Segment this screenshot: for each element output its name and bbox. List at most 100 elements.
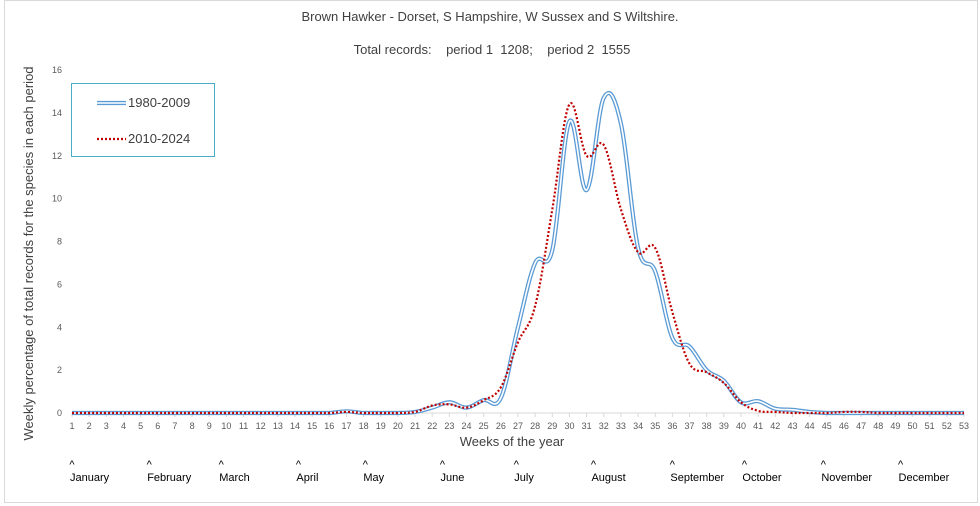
- month-label: November: [821, 472, 872, 484]
- x-tick-label: 41: [753, 421, 763, 431]
- x-tick-label: 42: [770, 421, 780, 431]
- x-tick-label: 1: [69, 421, 74, 431]
- month-label: February: [147, 472, 192, 484]
- month-label: January: [70, 472, 110, 484]
- x-tick-label: 29: [547, 421, 557, 431]
- x-tick-label: 31: [582, 421, 592, 431]
- x-tick-label: 19: [376, 421, 386, 431]
- x-tick-label: 16: [324, 421, 334, 431]
- x-tick-label: 3: [104, 421, 109, 431]
- x-tick-label: 14: [290, 421, 300, 431]
- x-tick-label: 30: [564, 421, 574, 431]
- month-marker: ^: [147, 459, 153, 471]
- x-tick-label: 20: [393, 421, 403, 431]
- month-marker: ^: [898, 459, 904, 471]
- month-marker: ^: [440, 459, 446, 471]
- chart-frame: [4, 0, 978, 503]
- month-marker: ^: [296, 459, 302, 471]
- y-axis-title: Weekly percentage of total records for t…: [21, 66, 36, 440]
- x-tick-label: 12: [256, 421, 266, 431]
- x-tick-label: 35: [650, 421, 660, 431]
- legend: 1980-2009 2010-2024: [71, 83, 215, 157]
- x-tick-label: 9: [207, 421, 212, 431]
- series-line-inner-1980-2009: [71, 92, 964, 414]
- month-labels: ^January^February^March^April^May^June^J…: [69, 459, 949, 484]
- series-line-2010-2024: [71, 102, 964, 415]
- x-tick-label: 32: [599, 421, 609, 431]
- month-marker: ^: [363, 459, 369, 471]
- month-label: March: [219, 472, 250, 484]
- month-label: July: [514, 472, 534, 484]
- x-tick-label: 2: [87, 421, 92, 431]
- x-tick-label: 13: [273, 421, 283, 431]
- y-tick-label: 12: [52, 151, 62, 161]
- month-marker: ^: [742, 459, 748, 471]
- legend-label: 2010-2024: [128, 131, 190, 146]
- month-marker: ^: [69, 459, 75, 471]
- x-tick-label: 8: [190, 421, 195, 431]
- x-tick-label: 44: [805, 421, 815, 431]
- x-tick-label: 46: [839, 421, 849, 431]
- month-marker: ^: [591, 459, 597, 471]
- month-label: December: [899, 472, 950, 484]
- month-label: October: [742, 472, 781, 484]
- x-tick-label: 36: [667, 421, 677, 431]
- x-tick-label: 52: [942, 421, 952, 431]
- y-tick-label: 4: [57, 322, 62, 332]
- series-layer: [71, 90, 964, 416]
- month-marker: ^: [219, 459, 225, 471]
- x-tick-label: 18: [359, 421, 369, 431]
- x-tick-label: 5: [138, 421, 143, 431]
- x-tick-label: 38: [702, 421, 712, 431]
- x-tick-label: 51: [925, 421, 935, 431]
- x-tick-label: 27: [513, 421, 523, 431]
- y-tick-label: 6: [57, 279, 62, 289]
- month-label: June: [441, 472, 465, 484]
- x-tick-label: 28: [530, 421, 540, 431]
- month-label: September: [670, 472, 724, 484]
- x-tick-label: 50: [908, 421, 918, 431]
- y-tick-label: 8: [57, 237, 62, 247]
- month-label: May: [363, 472, 384, 484]
- x-tick-label: 11: [239, 421, 248, 431]
- chart-title: Brown Hawker - Dorset, S Hampshire, W Su…: [301, 9, 678, 24]
- x-tick-label: 39: [719, 421, 729, 431]
- y-tick-label: 14: [52, 108, 62, 118]
- x-tick-label: 15: [307, 421, 317, 431]
- x-tick-label: 17: [341, 421, 351, 431]
- x-tick-label: 23: [444, 421, 454, 431]
- y-tick-label: 10: [52, 194, 62, 204]
- x-axis-title: Weeks of the year: [460, 434, 565, 449]
- x-tick-label: 37: [685, 421, 695, 431]
- month-label: April: [296, 472, 318, 484]
- x-tick-label: 49: [890, 421, 900, 431]
- y-tick-label: 2: [57, 365, 62, 375]
- x-tick-label: 6: [155, 421, 160, 431]
- x-tick-label: 22: [427, 421, 437, 431]
- month-marker: ^: [514, 459, 520, 471]
- y-tick-label: 16: [52, 65, 62, 75]
- x-tick-label: 10: [221, 421, 231, 431]
- x-tick-label: 33: [616, 421, 626, 431]
- legend-label: 1980-2009: [128, 95, 190, 110]
- x-tick-label: 43: [787, 421, 797, 431]
- month-label: August: [591, 472, 625, 484]
- x-tick-label: 34: [633, 421, 643, 431]
- x-tick-label: 4: [121, 421, 126, 431]
- month-marker: ^: [670, 459, 676, 471]
- x-tick-label: 24: [462, 421, 472, 431]
- x-tick-label: 47: [856, 421, 866, 431]
- month-marker: ^: [821, 459, 827, 471]
- x-tick-label: 21: [410, 421, 420, 431]
- chart-subtitle: Total records: period 1 1208; period 2 1…: [354, 42, 631, 57]
- x-tick-label: 40: [736, 421, 746, 431]
- x-tick-label: 26: [496, 421, 506, 431]
- legend-box: [71, 83, 215, 157]
- x-tick-label: 45: [822, 421, 832, 431]
- x-tick-label: 7: [172, 421, 177, 431]
- y-tick-label: 0: [57, 408, 62, 418]
- x-tick-label: 48: [873, 421, 883, 431]
- x-tick-label: 25: [479, 421, 489, 431]
